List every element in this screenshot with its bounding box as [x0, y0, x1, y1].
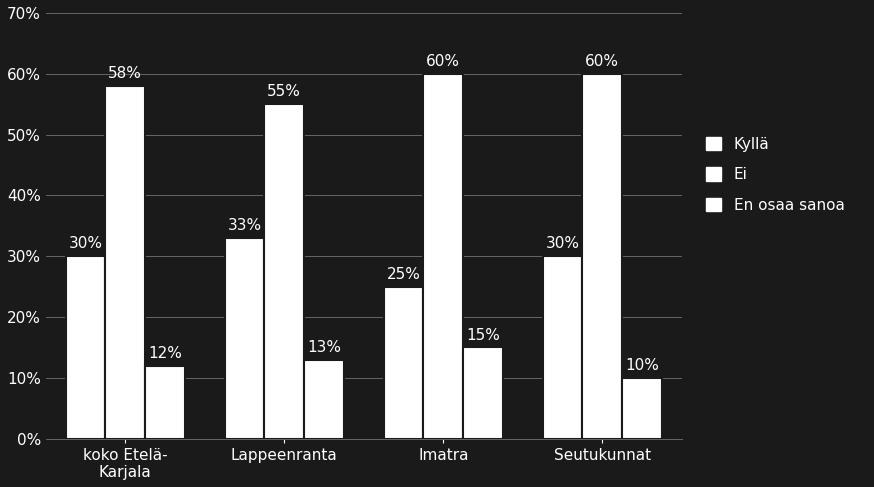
- Bar: [423, 74, 463, 439]
- Text: 12%: 12%: [148, 346, 182, 361]
- Text: 33%: 33%: [227, 218, 261, 233]
- Bar: [622, 378, 662, 439]
- Legend: Kyllä, Ei, En osaa sanoa: Kyllä, Ei, En osaa sanoa: [698, 129, 852, 220]
- Bar: [304, 359, 343, 439]
- Text: 58%: 58%: [108, 66, 142, 81]
- Text: 13%: 13%: [307, 340, 341, 355]
- Text: 55%: 55%: [267, 84, 302, 99]
- Bar: [543, 256, 582, 439]
- Text: 15%: 15%: [466, 328, 500, 342]
- Bar: [384, 286, 423, 439]
- Bar: [582, 74, 622, 439]
- Text: 30%: 30%: [545, 236, 579, 251]
- Text: 30%: 30%: [68, 236, 102, 251]
- Text: 60%: 60%: [586, 54, 620, 69]
- Bar: [66, 256, 106, 439]
- Bar: [265, 104, 304, 439]
- Bar: [225, 238, 265, 439]
- Text: 10%: 10%: [625, 358, 659, 373]
- Text: 25%: 25%: [386, 267, 420, 282]
- Bar: [106, 86, 145, 439]
- Bar: [145, 366, 185, 439]
- Text: 60%: 60%: [427, 54, 461, 69]
- Bar: [463, 347, 503, 439]
